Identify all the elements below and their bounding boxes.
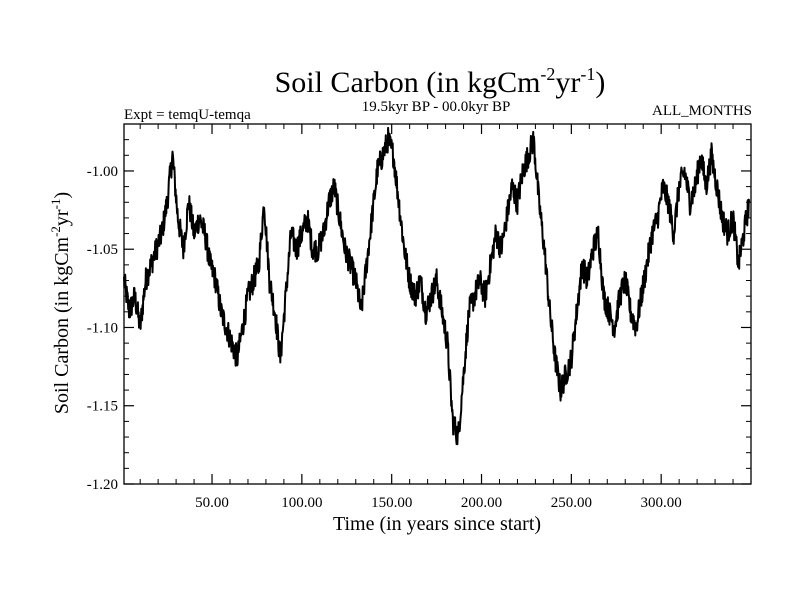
y-tick-label: -1.10 — [87, 320, 118, 336]
y-tick-label: -1.00 — [87, 164, 118, 180]
months-label: ALL_MONTHS — [652, 103, 752, 119]
x-tick-label: 50.00 — [195, 495, 229, 511]
x-tick-label: 200.00 — [461, 495, 502, 511]
y-tick-label: -1.15 — [87, 399, 118, 415]
y-tick-label: -1.05 — [87, 242, 118, 258]
soil-carbon-line — [123, 126, 751, 446]
x-axis-label: Time (in years since start) — [333, 513, 541, 535]
x-tick-label: 100.00 — [281, 495, 322, 511]
y-tick-label: -1.20 — [87, 477, 118, 493]
x-tick-label: 250.00 — [551, 495, 592, 511]
plot-frame — [123, 123, 752, 485]
y-axis: -1.00 -1.05 -1.10 -1.15 -1.20 — [87, 123, 751, 493]
chart-title: Soil Carbon (in kgCm-2yr-1) — [275, 64, 606, 99]
x-tick-label: 150.00 — [371, 495, 412, 511]
x-axis: 50.00 100.00 150.00 200.00 250.00 300.00 — [139, 124, 734, 511]
y-axis-label: Soil Carbon (in kgCm-2yr-1) — [48, 192, 73, 414]
time-range-label: 19.5kyr BP - 00.0kyr BP — [362, 99, 511, 115]
x-tick-label: 300.00 — [641, 495, 682, 511]
experiment-label: Expt = temqU-temqa — [124, 107, 251, 123]
